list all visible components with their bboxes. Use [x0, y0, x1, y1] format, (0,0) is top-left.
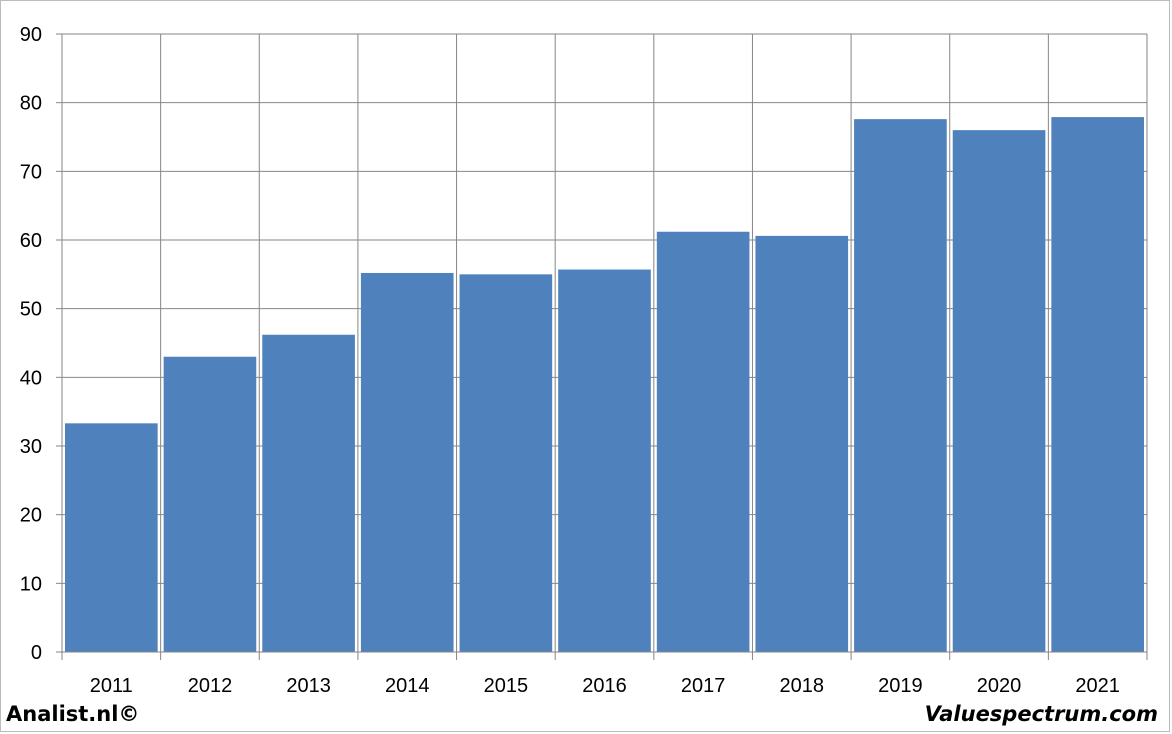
bar-2015 — [459, 274, 553, 652]
y-tick-label: 70 — [20, 161, 42, 183]
x-tick-label: 2012 — [188, 675, 233, 697]
y-tick-label: 30 — [20, 436, 42, 458]
x-tick-label: 2015 — [484, 675, 529, 697]
y-tick-label: 80 — [20, 93, 42, 115]
footer-credit-right: Valuespectrum.com — [924, 702, 1158, 726]
bar-2019 — [854, 119, 947, 652]
x-tick-label: 2014 — [385, 675, 430, 697]
footer-credit-left: Analist.nl© — [6, 702, 140, 726]
x-tick-label: 2018 — [780, 675, 825, 697]
y-tick-label: 40 — [20, 367, 42, 389]
bar-2018 — [755, 235, 849, 652]
x-tick-label: 2017 — [681, 675, 726, 697]
bar-2020 — [952, 130, 1046, 653]
bars — [65, 117, 1144, 653]
bar-2017 — [656, 231, 750, 652]
bar-2014 — [360, 272, 454, 652]
y-tick-label: 60 — [20, 230, 42, 252]
y-tick-label: 0 — [31, 642, 42, 664]
bar-2011 — [65, 423, 158, 652]
bar-2016 — [558, 269, 651, 652]
tick-labels: 0 10 20 30 40 50 60 70 80 90 2011 2012 2013 2014 2015 2… — [20, 24, 1120, 697]
x-tick-label: 2013 — [286, 675, 331, 697]
x-tick-label: 2020 — [977, 675, 1022, 697]
x-tick-label: 2011 — [90, 675, 133, 697]
y-tick-label: 90 — [20, 24, 42, 46]
y-tick-label: 10 — [20, 573, 42, 595]
footer: Analist.nl© Valuespectrum.com — [0, 702, 1170, 732]
y-tick-label: 20 — [20, 505, 42, 527]
bar-2021 — [1051, 117, 1144, 652]
bar-2012 — [163, 356, 257, 652]
y-tick-label: 50 — [20, 299, 42, 321]
x-tick-label: 2021 — [1075, 675, 1120, 697]
axes — [56, 33, 1147, 653]
x-tick-label: 2016 — [582, 675, 627, 697]
bar-chart: 0 10 20 30 40 50 60 70 80 90 2011 2012 2013 2014 2015 2… — [20, 24, 1148, 697]
x-tick-label: 2019 — [878, 675, 923, 697]
bar-2013 — [262, 334, 355, 652]
